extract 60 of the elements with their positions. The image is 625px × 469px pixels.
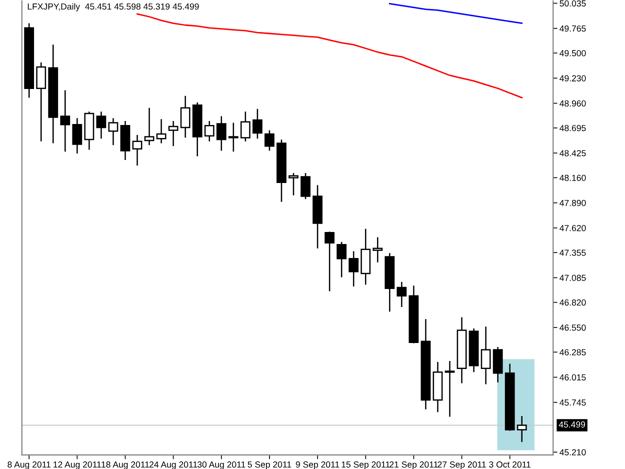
candlestick — [492, 346, 503, 383]
candlestick — [60, 90, 70, 152]
chart-title: LFXJPY,Daily 45.451 45.598 45.319 45.499 — [28, 3, 199, 12]
y-tick-label: 48.160 — [560, 174, 586, 181]
y-tick-label: 47.620 — [560, 224, 586, 232]
candlestick — [288, 172, 298, 196]
y-tick-label: 49.230 — [560, 75, 586, 82]
y-tick-label: 48.960 — [560, 100, 586, 107]
y-tick-label: 45.210 — [560, 449, 586, 456]
candlestick — [336, 241, 347, 278]
x-tick-label: 8 Aug 2011 — [8, 461, 50, 469]
candlestick — [216, 116, 226, 152]
candlestick — [516, 415, 527, 443]
y-tick-label: 49.765 — [560, 25, 586, 32]
y-tick-label: 48.425 — [560, 150, 586, 156]
x-tick-label: 24 Aug 2011 — [150, 461, 198, 469]
line-series — [388, 3, 523, 24]
x-tick-label: 27 Sep 2011 — [438, 461, 486, 469]
x-tick-label: 18 Aug 2011 — [102, 461, 150, 469]
x-tick-label: 12 Aug 2011 — [54, 461, 101, 469]
y-tick-label: 48.695 — [560, 124, 586, 132]
y-tick-label: 46.015 — [560, 374, 586, 381]
y-tick-label: 47.355 — [560, 250, 586, 256]
line-series — [136, 13, 523, 98]
y-tick-label: 46.285 — [560, 349, 586, 356]
candlestick — [252, 108, 262, 140]
y-tick-label: 50.035 — [560, 0, 586, 7]
candlestick — [156, 118, 166, 144]
x-tick-label: 30 Aug 2011 — [197, 461, 246, 469]
candlestick — [72, 118, 82, 154]
candlestick — [444, 360, 455, 418]
candlestick — [228, 122, 238, 152]
y-tick-label: 47.085 — [560, 274, 586, 281]
candlestick — [204, 120, 214, 142]
candlestick — [396, 281, 407, 308]
candlestick — [264, 130, 274, 152]
x-tick-label: 15 Sep 2011 — [342, 461, 390, 469]
candlestick — [348, 250, 359, 288]
candlestick — [108, 118, 118, 146]
y-tick-label: 46.550 — [560, 324, 586, 331]
candlestick — [132, 134, 142, 166]
y-tick-label: 49.500 — [560, 50, 586, 56]
candlestick — [372, 236, 383, 263]
candlestick — [240, 111, 250, 142]
candlestick — [324, 231, 335, 292]
y-tick-label: 46.820 — [560, 299, 586, 306]
candlestick — [168, 120, 178, 147]
x-tick-label: 3 Oct 2011 — [489, 461, 531, 468]
x-tick-label: 21 Sep 2011 — [390, 461, 438, 469]
x-tick-label: 5 Sep 2011 — [248, 461, 292, 469]
candlestick — [180, 95, 190, 138]
ref-line-label: 45.499 — [558, 421, 586, 428]
y-tick-label: 47.890 — [560, 200, 586, 206]
candlestick — [36, 62, 46, 142]
candlestick — [144, 107, 154, 146]
candlestick — [300, 172, 310, 200]
y-tick-label: 45.745 — [560, 400, 586, 406]
candlestick — [96, 111, 106, 140]
candlestick — [480, 326, 491, 385]
x-tick-label: 9 Sep 2011 — [296, 461, 340, 469]
